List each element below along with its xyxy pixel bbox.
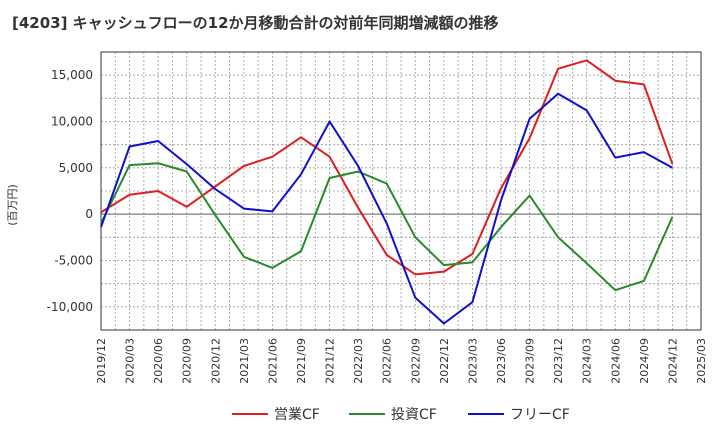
x-tick-label: 2024/06	[609, 338, 622, 384]
y-tick-label: 10,000	[51, 115, 93, 129]
x-tick-label: 2024/09	[638, 338, 651, 384]
series-line	[100, 162, 674, 292]
series-line	[100, 59, 674, 276]
y-tick-label: -10,000	[47, 300, 93, 314]
x-tick-label: 2021/09	[295, 338, 308, 384]
x-tick-label: 2020/12	[209, 338, 222, 384]
y-tick-label: 5,000	[59, 161, 93, 175]
series-line	[100, 92, 673, 325]
x-tick-label: 2021/06	[266, 338, 279, 384]
x-tick-label: 2024/03	[581, 338, 594, 384]
x-tick-label: 2023/09	[524, 338, 537, 384]
legend-label: 営業CF	[274, 407, 320, 423]
axes: -10,000 -5,000 0 5,000 10,000 15,000 (百万円) 2019…	[6, 51, 708, 384]
legend: 営業CF 投資CF フリーCF	[232, 407, 570, 423]
x-tick-label: 2022/09	[409, 338, 422, 384]
x-tick-label: 2019/12	[95, 338, 108, 384]
x-tick-label: 2023/12	[552, 338, 565, 384]
x-tick-label: 2020/09	[181, 338, 194, 384]
x-tick-label: 2023/06	[495, 338, 508, 384]
x-tick-label: 2022/06	[381, 338, 394, 384]
x-tick-label: 2020/03	[124, 338, 137, 384]
y-axis-label: (百万円)	[6, 184, 19, 226]
y-tick-label: -5,000	[54, 254, 93, 268]
legend-label: フリーCF	[510, 407, 570, 423]
x-tick-label: 2020/06	[152, 338, 165, 384]
legend-label: 投資CF	[391, 407, 437, 423]
x-tick-label: 2023/03	[466, 338, 479, 384]
x-tick-label: 2022/03	[352, 338, 365, 384]
x-tick-label: 2021/03	[238, 338, 251, 384]
series-lines	[100, 59, 674, 325]
x-tick-label: 2021/12	[324, 338, 337, 384]
x-tick-label: 2022/12	[438, 338, 451, 384]
y-tick-label: 15,000	[51, 68, 93, 82]
y-tick-label: 0	[85, 207, 93, 221]
plot-frame	[100, 51, 702, 331]
chart-title: [4203] キャッシュフローの12か月移動合計の対前年同期増減額の推移	[12, 14, 499, 32]
gridlines	[100, 51, 702, 330]
x-tick-label: 2024/12	[666, 338, 679, 384]
x-tick-label: 2025/03	[695, 338, 708, 384]
